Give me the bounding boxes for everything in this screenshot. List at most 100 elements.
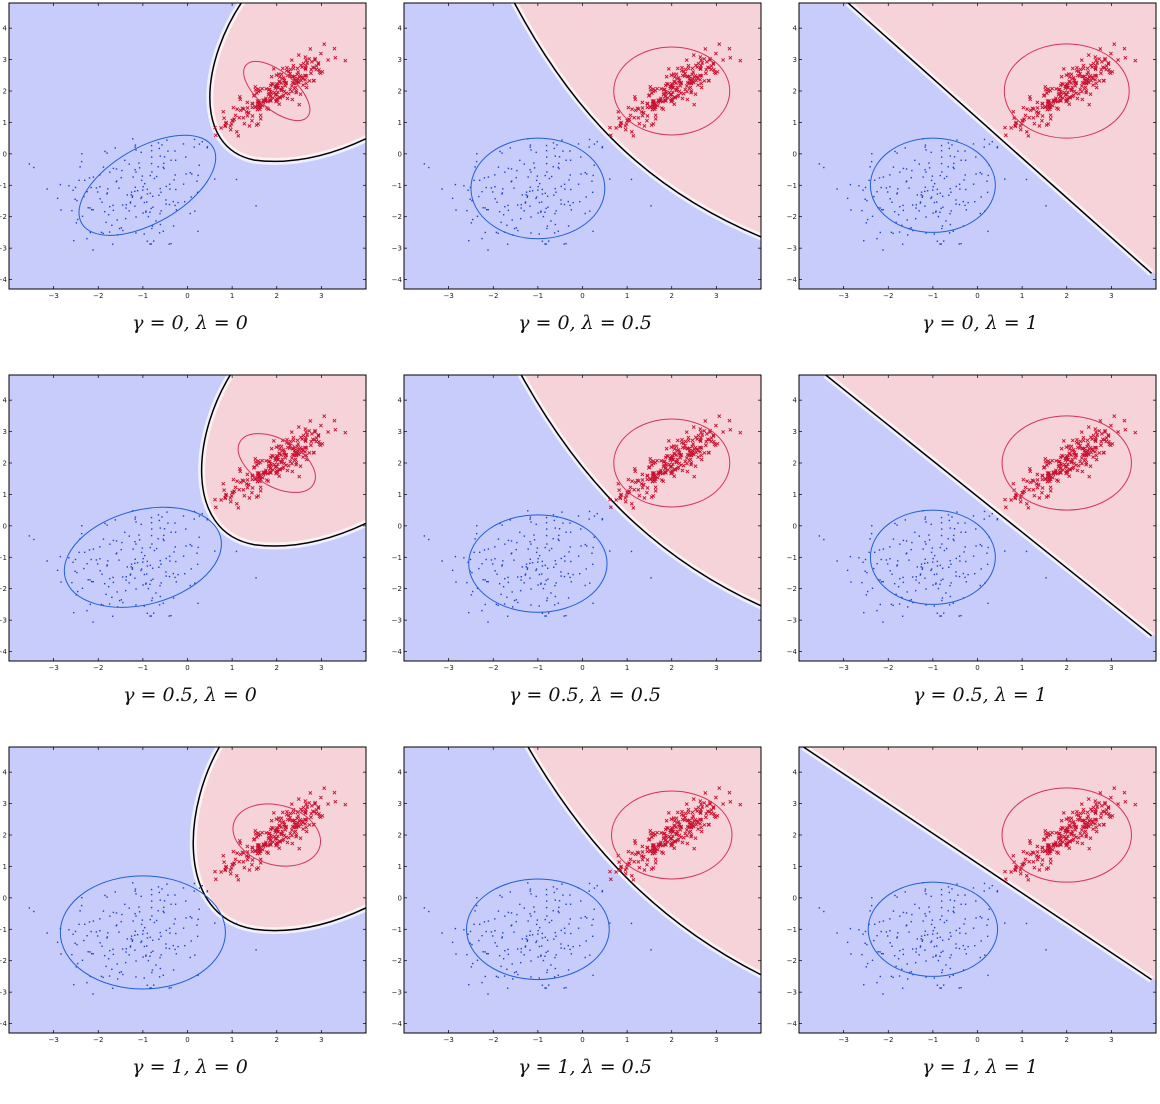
point-class-b xyxy=(1093,77,1098,82)
point-class-a xyxy=(980,940,982,942)
point-class-a xyxy=(865,966,868,968)
point-class-b xyxy=(1022,861,1027,866)
point-class-b xyxy=(659,478,664,483)
point-class-b xyxy=(1094,829,1099,834)
point-class-b xyxy=(672,75,677,79)
point-class-a xyxy=(964,903,967,905)
point-class-b xyxy=(1094,81,1099,86)
point-class-a xyxy=(871,959,874,961)
point-class-a xyxy=(593,143,596,145)
point-class-a xyxy=(920,935,923,937)
point-class-b xyxy=(1023,485,1028,490)
point-class-a xyxy=(494,570,496,572)
point-class-a xyxy=(198,164,200,166)
point-class-b xyxy=(1064,470,1069,475)
point-class-a xyxy=(935,211,937,213)
point-class-a xyxy=(846,569,849,572)
point-class-a xyxy=(99,930,101,932)
point-class-a xyxy=(484,951,486,953)
point-class-b xyxy=(1070,448,1075,453)
point-class-a xyxy=(530,521,532,523)
point-class-b xyxy=(680,96,685,101)
point-class-b xyxy=(1108,795,1113,800)
point-class-a xyxy=(174,903,177,905)
y-tick-label: −1 xyxy=(392,182,402,190)
point-class-a xyxy=(544,192,547,195)
point-class-a xyxy=(149,918,151,921)
point-class-b xyxy=(305,804,310,809)
point-class-a xyxy=(120,599,123,601)
ellipse-class-b xyxy=(232,803,322,867)
point-class-a xyxy=(535,523,537,526)
point-class-b xyxy=(702,800,707,805)
point-class-a xyxy=(121,541,123,544)
point-class-b xyxy=(305,60,310,65)
point-class-a xyxy=(502,213,505,216)
point-class-a xyxy=(879,579,881,581)
point-class-b xyxy=(706,78,711,83)
point-class-a xyxy=(495,975,498,978)
point-class-a xyxy=(940,888,943,891)
y-tick-label: −3 xyxy=(392,245,402,253)
point-class-a xyxy=(494,942,496,944)
point-class-a xyxy=(896,192,899,194)
point-class-a xyxy=(120,920,122,923)
point-class-a xyxy=(558,162,560,165)
point-class-b xyxy=(1075,809,1079,814)
point-class-a xyxy=(524,945,527,947)
point-class-a xyxy=(889,174,891,176)
point-class-b xyxy=(617,488,622,493)
point-class-a xyxy=(126,194,128,196)
point-class-a xyxy=(506,968,508,971)
point-class-a xyxy=(964,150,966,152)
point-class-a xyxy=(151,915,153,917)
point-class-b xyxy=(1012,116,1017,121)
point-class-a xyxy=(545,521,548,524)
point-class-b xyxy=(1067,823,1072,828)
point-class-a xyxy=(146,984,149,986)
point-class-b xyxy=(653,860,658,865)
point-class-b xyxy=(238,97,243,102)
point-class-a xyxy=(956,883,958,885)
point-class-a xyxy=(916,938,918,940)
point-class-b xyxy=(684,58,689,63)
point-class-a xyxy=(500,221,502,224)
point-class-a xyxy=(423,535,426,537)
point-class-a xyxy=(129,573,132,575)
point-class-a xyxy=(175,953,178,955)
point-class-a xyxy=(149,564,152,567)
y-tick-label: 0 xyxy=(793,894,797,902)
point-class-a xyxy=(498,582,501,585)
point-class-a xyxy=(129,201,132,203)
point-class-a xyxy=(554,223,557,226)
point-class-b xyxy=(699,85,704,90)
point-class-a xyxy=(914,903,916,906)
point-class-b xyxy=(659,458,664,463)
point-class-b xyxy=(274,73,279,78)
point-class-b xyxy=(1059,446,1064,451)
point-class-a xyxy=(115,168,118,170)
x-tick-label: 3 xyxy=(319,664,323,672)
panel-caption: γ = 0, λ = 0.5 xyxy=(518,312,652,334)
point-class-b xyxy=(1073,91,1078,96)
y-tick-label: −3 xyxy=(787,245,797,253)
point-class-a xyxy=(933,573,936,576)
point-class-a xyxy=(548,240,550,242)
point-class-a xyxy=(108,603,111,605)
point-class-b xyxy=(1057,97,1062,102)
point-class-b xyxy=(678,463,683,468)
point-class-b xyxy=(280,466,285,471)
point-class-a xyxy=(523,163,525,165)
point-class-a xyxy=(101,201,103,203)
point-class-a xyxy=(941,528,943,530)
point-class-a xyxy=(162,602,165,604)
point-class-b xyxy=(1043,828,1048,833)
point-class-b xyxy=(712,814,717,819)
point-class-a xyxy=(485,208,488,211)
point-class-a xyxy=(469,930,472,933)
point-class-a xyxy=(142,212,144,214)
point-class-a xyxy=(936,937,939,939)
point-class-a xyxy=(255,949,257,951)
point-class-a xyxy=(866,218,869,221)
